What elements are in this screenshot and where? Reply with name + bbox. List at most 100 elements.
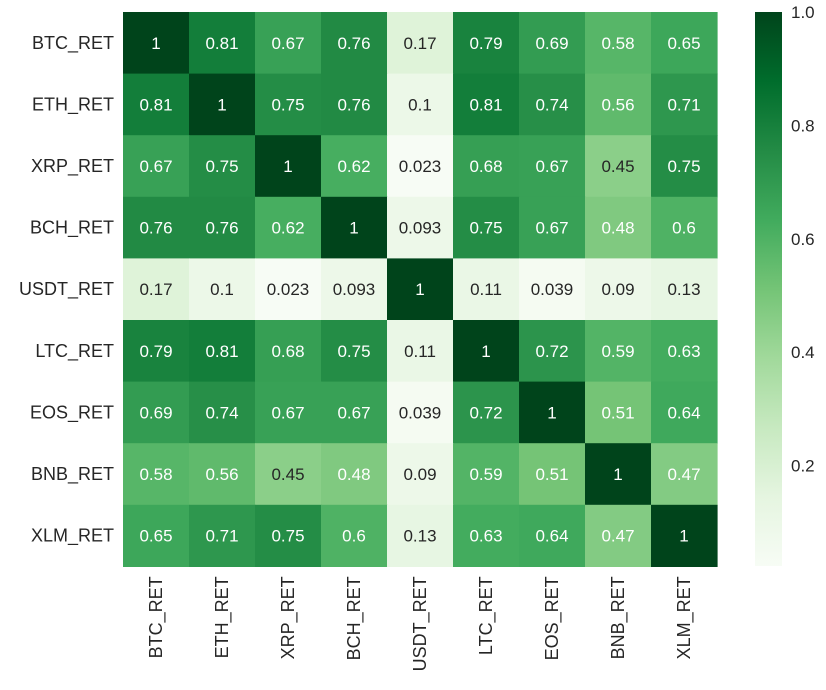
- cell-annotation: 0.75: [205, 157, 238, 176]
- cell-annotation: 0.65: [139, 527, 172, 546]
- colorbar-tick-label: 0.2: [791, 457, 815, 476]
- heatmap-cell: [189, 196, 256, 259]
- cell-annotation: 0.48: [337, 465, 370, 484]
- heatmap-cell: [519, 504, 586, 567]
- cell-annotation: 0.47: [601, 527, 634, 546]
- cell-annotation: 0.74: [205, 403, 238, 422]
- y-tick-label: BCH_RET: [30, 218, 114, 239]
- heatmap-cell: [519, 258, 586, 321]
- cell-annotation: 0.75: [271, 95, 304, 114]
- cell-annotation: 1: [679, 527, 688, 546]
- cell-annotation: 0.76: [337, 95, 370, 114]
- cell-annotation: 0.81: [205, 342, 238, 361]
- x-tick-label: ETH_RET: [212, 576, 233, 658]
- cell-annotation: 0.64: [667, 403, 700, 422]
- heatmap-cell: [387, 381, 454, 444]
- y-tick-label: XLM_RET: [31, 526, 114, 547]
- heatmap-cell: [189, 135, 256, 198]
- heatmap-cell: [453, 381, 520, 444]
- heatmap-cell: [189, 320, 256, 383]
- heatmap-cell: [585, 443, 652, 506]
- heatmap-cell: [387, 504, 454, 567]
- heatmap-cell: [585, 320, 652, 383]
- cell-annotation: 0.62: [337, 157, 370, 176]
- heatmap-cell: [387, 258, 454, 321]
- cell-annotation: 0.023: [267, 280, 310, 299]
- cell-annotation: 0.67: [271, 34, 304, 53]
- cell-annotation: 0.75: [667, 157, 700, 176]
- cell-annotation: 0.6: [672, 219, 696, 238]
- heatmap-cell: [651, 73, 718, 136]
- heatmap-cell: [585, 73, 652, 136]
- cell-annotation: 0.13: [667, 280, 700, 299]
- cell-annotation: 0.64: [535, 527, 568, 546]
- heatmap-cell: [321, 504, 388, 567]
- heatmap-cell: [585, 135, 652, 198]
- cell-annotation: 1: [217, 95, 226, 114]
- colorbar-tick-labels: 0.2 0.4 0.6 0.8 1.0: [791, 3, 815, 476]
- heatmap-cell: [651, 12, 718, 75]
- cell-annotation: 1: [349, 219, 358, 238]
- cell-annotation: 0.1: [210, 280, 234, 299]
- heatmap-cell: [519, 381, 586, 444]
- x-tick-label: BTC_RET: [146, 576, 167, 658]
- heatmap-cell: [585, 504, 652, 567]
- heatmap-cell: [519, 443, 586, 506]
- heatmap-cell: [651, 196, 718, 259]
- cell-annotation: 0.67: [139, 157, 172, 176]
- heatmap-cells: [123, 12, 718, 567]
- cell-annotation: 0.45: [601, 157, 634, 176]
- cell-annotation: 0.59: [469, 465, 502, 484]
- heatmap-cell: [255, 258, 322, 321]
- heatmap-cell: [321, 443, 388, 506]
- cell-annotation: 0.71: [205, 527, 238, 546]
- heatmap-cell: [255, 320, 322, 383]
- heatmap-cell: [189, 12, 256, 75]
- cell-annotation: 0.039: [531, 280, 574, 299]
- cell-annotation: 0.72: [469, 403, 502, 422]
- heatmap-cell: [585, 381, 652, 444]
- cell-annotation: 0.67: [535, 219, 568, 238]
- x-tick-label: LTC_RET: [476, 576, 497, 655]
- cell-annotation: 0.59: [601, 342, 634, 361]
- cell-annotation: 0.58: [601, 34, 634, 53]
- heatmap-cell: [123, 381, 190, 444]
- cell-annotation: 0.11: [404, 342, 436, 361]
- cell-annotation: 0.17: [403, 34, 436, 53]
- heatmap-cell: [453, 443, 520, 506]
- cell-annotation: 0.76: [337, 34, 370, 53]
- heatmap-cell: [189, 258, 256, 321]
- heatmap-cell: [321, 320, 388, 383]
- heatmap-cell: [651, 504, 718, 567]
- heatmap-cell: [453, 320, 520, 383]
- heatmap-cell: [387, 196, 454, 259]
- cell-annotation: 0.13: [403, 527, 436, 546]
- heatmap-cell: [519, 135, 586, 198]
- heatmap-cell: [255, 73, 322, 136]
- heatmap-cell: [321, 196, 388, 259]
- cell-annotation: 0.67: [271, 403, 304, 422]
- y-tick-label: USDT_RET: [19, 279, 114, 300]
- cell-annotation: 0.56: [205, 465, 238, 484]
- heatmap-cell: [321, 135, 388, 198]
- cell-annotation: 0.09: [601, 280, 634, 299]
- heatmap-cell: [585, 12, 652, 75]
- cell-annotation: 0.1: [408, 95, 432, 114]
- heatmap-cell: [123, 12, 190, 75]
- y-tick-label: LTC_RET: [35, 341, 114, 362]
- cell-annotation: 0.56: [601, 95, 634, 114]
- cell-annotation: 0.6: [342, 527, 366, 546]
- heatmap-cell: [453, 258, 520, 321]
- cell-annotation: 0.11: [470, 280, 502, 299]
- cell-annotation: 0.58: [139, 465, 172, 484]
- heatmap-cell: [123, 504, 190, 567]
- heatmap-cell: [123, 443, 190, 506]
- cell-annotation: 0.75: [469, 219, 502, 238]
- y-axis-tick-labels: BTC_RET ETH_RET XRP_RET BCH_RET USDT_RET LTC_…: [19, 33, 114, 547]
- heatmap-cell: [321, 73, 388, 136]
- heatmap-cell: [453, 73, 520, 136]
- heatmap-cell: [255, 381, 322, 444]
- heatmap-cell: [189, 381, 256, 444]
- cell-annotation: 0.71: [667, 95, 700, 114]
